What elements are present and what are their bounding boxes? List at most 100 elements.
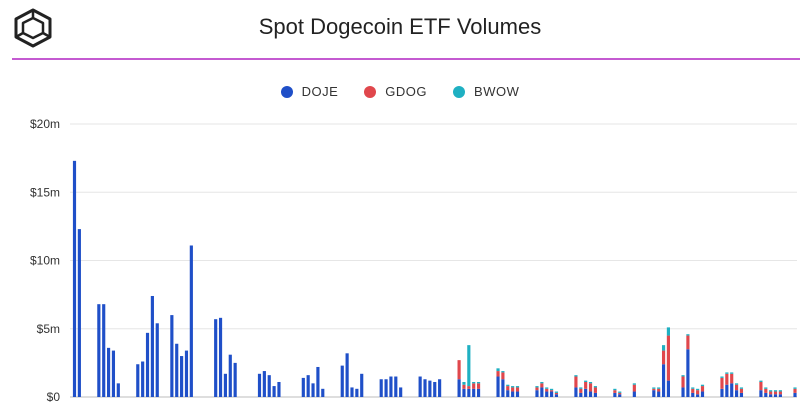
bar-doje (316, 366, 320, 397)
bar-doje (515, 391, 520, 397)
bar-gdog (511, 387, 515, 392)
bar-bwow (476, 381, 481, 384)
bar-bwow (652, 387, 656, 389)
bar-doje (764, 392, 768, 397)
chart-legend: DOJE GDOG BWOW (0, 84, 800, 99)
bar-bwow (496, 368, 500, 372)
bar-gdog (501, 372, 505, 380)
bar-doje (506, 390, 510, 397)
bar-gdog (764, 388, 768, 393)
legend-item-doje[interactable]: DOJE (280, 84, 339, 99)
bar-doje (725, 384, 729, 397)
bar-doje (340, 365, 344, 397)
legend-label-doje: DOJE (301, 84, 339, 99)
bar-doje (496, 376, 500, 397)
legend-item-gdog[interactable]: GDOG (364, 84, 427, 99)
bar-gdog (515, 387, 520, 392)
bar-bwow (691, 387, 695, 389)
bar-doje (778, 394, 782, 397)
bar-doje (97, 304, 101, 397)
bar-gdog (550, 390, 554, 392)
bar-gdog (681, 376, 685, 388)
bar-bwow (764, 387, 768, 389)
bar-gdog (545, 388, 549, 392)
bar-doje (262, 371, 266, 397)
bar-gdog (540, 383, 544, 388)
bar-doje (759, 390, 763, 397)
bar-doje (233, 362, 237, 398)
bar-doje (345, 353, 349, 397)
bar-bwow (681, 375, 685, 377)
bar-doje (476, 388, 481, 397)
bar-doje (433, 381, 437, 397)
bar-doje (102, 304, 106, 397)
bar-gdog (773, 391, 778, 395)
bar-gdog (506, 386, 510, 391)
bar-bwow (778, 390, 782, 392)
bar-gdog (462, 384, 466, 389)
bar-doje (107, 347, 111, 397)
bar-bwow (515, 386, 520, 388)
bar-doje (360, 373, 364, 397)
bar-doje (457, 379, 461, 397)
bar-doje (141, 361, 145, 397)
bar-bwow (618, 391, 622, 393)
bar-doje (72, 160, 77, 397)
bar-doje (399, 387, 403, 397)
bar-gdog (730, 373, 734, 384)
bar-gdog (720, 377, 724, 389)
bar-bwow (584, 380, 588, 382)
bar-doje (170, 315, 174, 397)
bar-bwow (773, 390, 778, 392)
bar-doje (686, 349, 690, 397)
y-tick-label: $5m (37, 322, 60, 336)
bar-doje (681, 387, 685, 397)
bar-bwow (511, 386, 515, 388)
bar-bwow (574, 375, 578, 377)
bar-doje (666, 380, 670, 397)
bar-doje (321, 388, 325, 397)
bar-gdog (735, 384, 739, 391)
legend-item-bwow[interactable]: BWOW (453, 84, 519, 99)
legend-label-bwow: BWOW (474, 84, 520, 99)
bar-bwow (554, 391, 559, 393)
bar-doje (632, 391, 636, 397)
legend-swatch-doje (280, 85, 293, 98)
bar-gdog (593, 387, 597, 393)
bar-bwow (696, 388, 700, 391)
bar-doje (306, 375, 310, 397)
bar-bwow (545, 387, 549, 389)
bar-bwow (739, 387, 744, 389)
bar-bwow (666, 327, 670, 336)
bar-bwow (657, 387, 661, 389)
bar-doje (418, 376, 422, 397)
bar-doje (773, 394, 778, 397)
bar-doje (593, 392, 597, 397)
bar-doje (652, 390, 656, 397)
bar-doje (428, 380, 432, 397)
bar-doje (691, 392, 695, 397)
bar-bwow (759, 380, 763, 382)
bar-doje (423, 379, 427, 397)
bar-layer (72, 160, 797, 398)
bar-doje (545, 391, 549, 397)
bar-bwow (632, 383, 636, 385)
bar-doje (579, 392, 583, 397)
bar-bwow (550, 388, 554, 391)
bar-gdog (657, 388, 661, 392)
bar-doje (661, 364, 666, 397)
bar-doje (501, 379, 505, 397)
bar-doje (657, 391, 661, 397)
bar-bwow (661, 345, 666, 351)
bar-doje (180, 356, 184, 397)
bar-bwow (540, 381, 544, 384)
bar-gdog (759, 381, 763, 391)
bar-doje (588, 391, 593, 397)
bar-bwow (579, 387, 583, 389)
bar-doje (467, 388, 471, 397)
y-tick-label: $15m (30, 185, 60, 199)
bar-gdog (769, 391, 773, 395)
bar-gdog (467, 386, 471, 389)
bar-doje (793, 392, 797, 397)
